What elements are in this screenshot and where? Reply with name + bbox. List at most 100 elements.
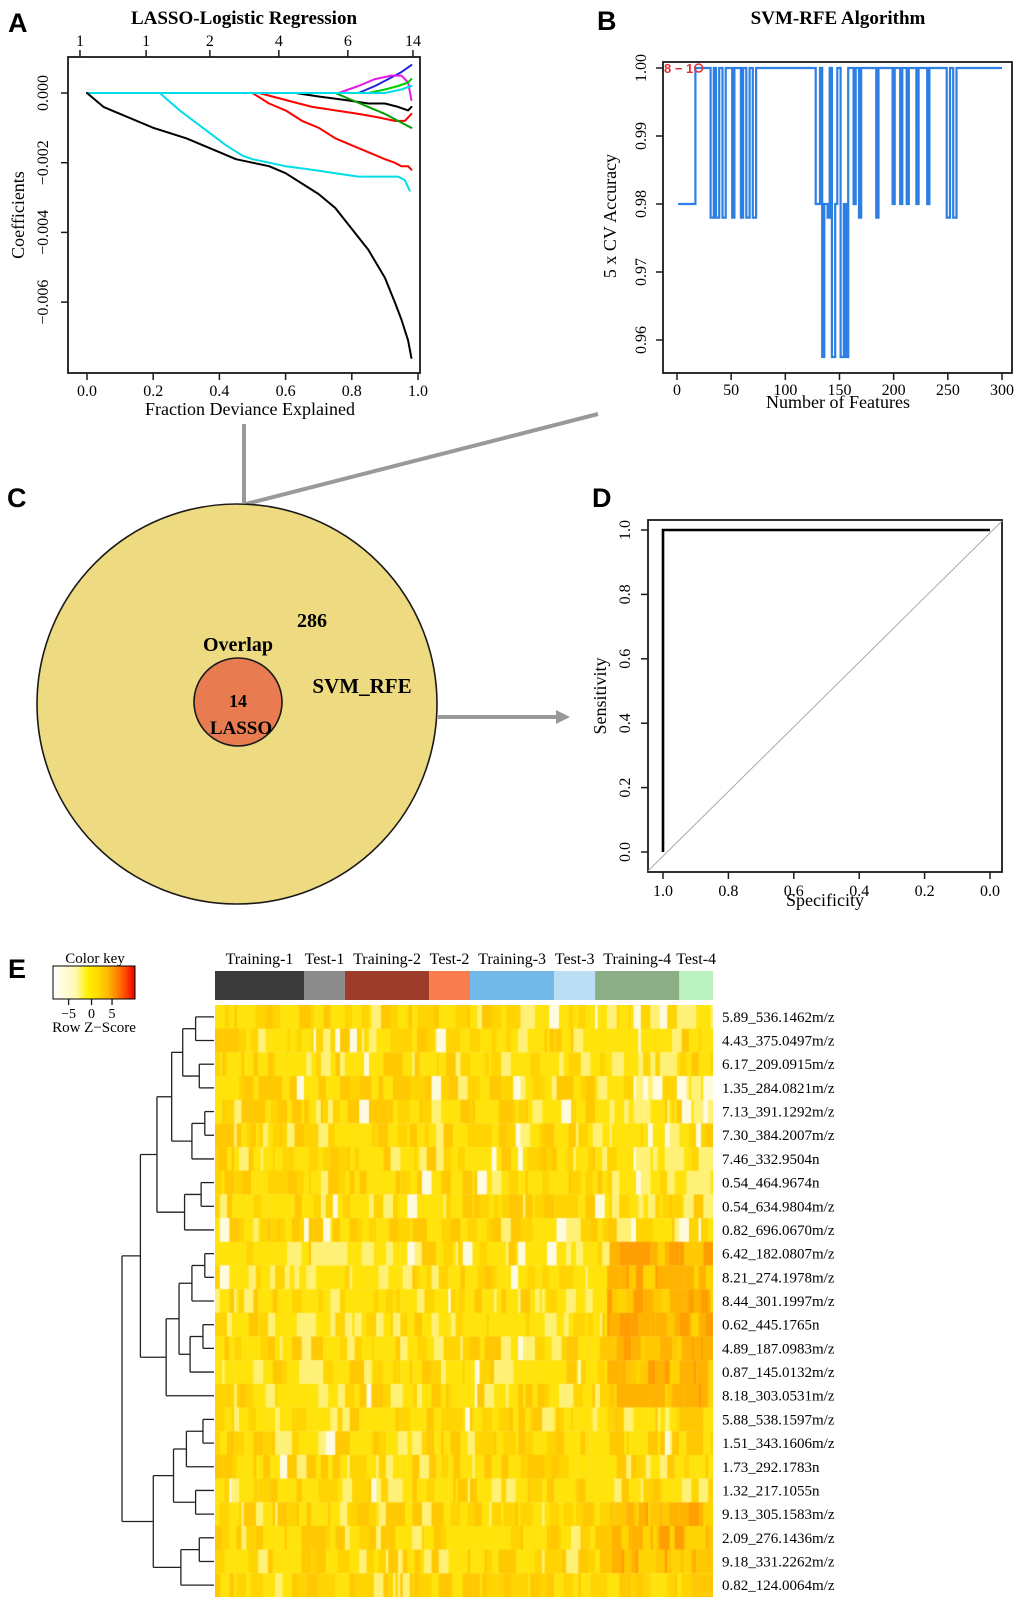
heatmap-panel: −5 0 5 Training-1 Test-1 Training-2 Test-2 Trai…	[61, 951, 835, 1594]
venn-panel	[36, 503, 438, 905]
panel-d-ylabel: Sensitivity	[590, 657, 610, 734]
connector-b-to-venn	[245, 412, 599, 506]
row-label: 1.35_284.0821m/z	[722, 1081, 835, 1097]
x-tick-label: 0.2	[915, 883, 935, 900]
top-axis-tick-label: 1	[142, 33, 150, 50]
series-coef-magenta	[86, 74, 413, 101]
group-label: Training-2	[353, 951, 421, 968]
y-tick-label: 0.6	[617, 649, 634, 669]
x-tick-label: 0.2	[143, 383, 163, 400]
panel-a-title: LASSO-Logistic Regression	[131, 8, 358, 29]
annotation-marker	[693, 63, 704, 73]
row-label: 0.54_634.9804m/z	[722, 1199, 835, 1215]
y-tick-label: 1.0	[617, 520, 634, 540]
color-key-tick-label: 5	[109, 1007, 116, 1022]
group-label: Test-2	[430, 951, 470, 968]
y-tick-label: −0.002	[35, 140, 52, 185]
plot-box	[67, 56, 421, 374]
y-tick-label: 0.99	[633, 122, 650, 150]
x-tick-label: 0.8	[342, 383, 362, 400]
top-axis-tick-label: 6	[344, 33, 352, 50]
plot-box	[662, 61, 1013, 374]
series-coef-black-2	[86, 92, 413, 112]
color-key-gradient	[52, 965, 136, 1000]
y-tick-label: 0.4	[617, 713, 634, 733]
y-tick-label: 0.98	[633, 190, 650, 218]
row-label: 8.21_274.1978m/z	[722, 1270, 835, 1286]
series-reference-diagonal	[647, 520, 1003, 872]
row-label: 2.09_276.1436m/z	[722, 1531, 835, 1547]
top-axis-tick-label: 4	[275, 33, 283, 50]
row-label: 0.87_145.0132m/z	[722, 1365, 835, 1381]
row-label: 1.51_343.1606m/z	[722, 1436, 835, 1452]
group-color-Training-2	[344, 971, 430, 1000]
group-label: Training-1	[226, 951, 294, 968]
panel-b-ylabel: 5 x CV Accuracy	[600, 154, 620, 278]
row-label: 9.18_331.2262m/z	[722, 1554, 835, 1570]
row-label: 0.62_445.1765n	[722, 1318, 820, 1334]
x-tick-label: 250	[936, 382, 960, 399]
top-axis-tick-label: 14	[405, 33, 421, 50]
series-roc-curve	[661, 528, 990, 852]
row-label: 5.88_538.1597m/z	[722, 1412, 835, 1428]
series-coef-green-1	[86, 92, 413, 129]
x-tick-label: 100	[773, 382, 797, 399]
y-tick-label: 0.97	[633, 258, 650, 286]
series-coef-red-2	[86, 92, 413, 122]
x-tick-label: 50	[723, 382, 739, 399]
row-label: 5.89_536.1462m/z	[722, 1010, 835, 1026]
venn-outer-count: 286	[297, 610, 327, 632]
y-tick-label: 1.00	[633, 54, 650, 82]
svmrfe-panel: 1.00 0.99 0.98 0.97 0.96 0 50 100 150 200 250 300	[633, 54, 1014, 399]
row-label: 8.44_301.1997m/z	[722, 1294, 835, 1310]
x-tick-label: 0	[673, 382, 681, 399]
group-color-Training-3	[470, 971, 555, 1000]
row-label: 0.82_696.0670m/z	[722, 1223, 835, 1239]
row-label: 8.18_303.0531m/z	[722, 1389, 835, 1405]
row-label: 1.73_292.1783n	[722, 1460, 820, 1476]
color-key-tick-label: −5	[61, 1007, 76, 1022]
series-coef-red-1	[86, 92, 413, 171]
group-label: Training-4	[603, 951, 671, 968]
panel-letter-e: E	[8, 954, 26, 984]
group-color-Test-3	[554, 971, 596, 1000]
row-label: 9.13_305.1583m/z	[722, 1507, 835, 1523]
x-tick-label: 300	[990, 382, 1014, 399]
x-tick-label: 0.0	[77, 383, 97, 400]
heatmap-body	[215, 1005, 713, 1597]
color-key-tick-label: 0	[88, 1007, 95, 1022]
panel-b-title: SVM-RFE Algorithm	[751, 8, 926, 29]
row-label: 4.89_187.0983m/z	[722, 1341, 835, 1357]
group-color-Training-1	[215, 971, 304, 1000]
venn-outer-label: SVM_RFE	[312, 674, 411, 698]
series-coef-cyan-1	[86, 92, 411, 192]
x-tick-label: 0.6	[784, 883, 804, 900]
group-color-Test-1	[304, 971, 345, 1000]
group-label: Test-3	[555, 951, 595, 968]
panel-a-xlabel: Fraction Deviance Explained	[145, 399, 355, 419]
y-tick-label: 0.96	[633, 326, 650, 354]
x-tick-label: 0.4	[849, 883, 869, 900]
panel-letter-a: A	[8, 8, 28, 38]
group-color-Training-4	[595, 971, 680, 1000]
group-label: Test-1	[305, 951, 345, 968]
panel-b-xlabel: Number of Features	[766, 392, 910, 412]
color-key-title: Color key	[65, 951, 125, 967]
roc-panel: 0.0 0.2 0.4 0.6 0.8 1.0 1.0 0.8 0.6 0.4 0.2 0.0	[617, 519, 1003, 900]
venn-overlap-label: Overlap	[203, 634, 273, 656]
row-label: 6.17_209.0915m/z	[722, 1057, 835, 1073]
y-tick-label: 0.0	[617, 842, 634, 862]
x-tick-label: 0.4	[209, 383, 229, 400]
row-label: 7.13_391.1292m/z	[722, 1105, 835, 1121]
plot-box	[647, 519, 1003, 873]
x-tick-label: 0.8	[718, 883, 738, 900]
arrowhead	[556, 710, 570, 724]
y-tick-label: 0.8	[617, 584, 634, 604]
series-coef-cyan-2	[86, 85, 413, 94]
y-tick-label: 0.000	[35, 75, 52, 111]
panel-letter-c: C	[7, 483, 27, 513]
row-label: 4.43_375.0497m/z	[722, 1034, 835, 1050]
x-tick-label: 150	[827, 382, 851, 399]
y-tick-label: −0.004	[35, 210, 52, 255]
panel-b-annotation: 8 − 1	[664, 61, 693, 76]
